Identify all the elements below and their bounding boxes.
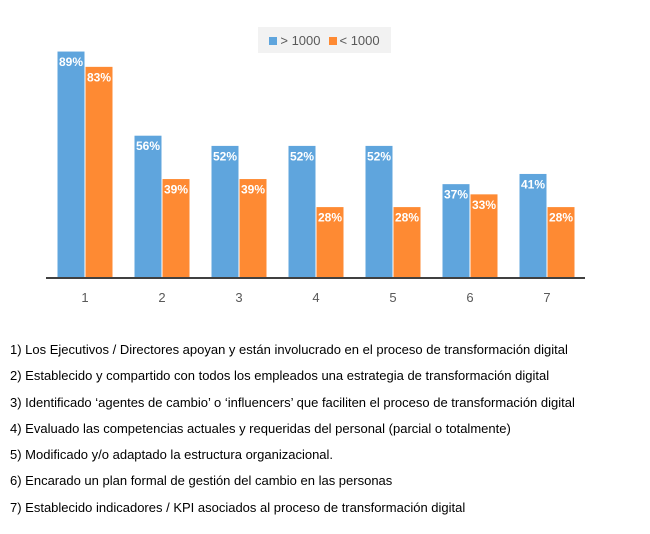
legend: > 1000 < 1000: [258, 27, 391, 53]
data-label: 39%: [241, 183, 265, 197]
note-item: 3) Identificado ‘agentes de cambio’ o ‘i…: [10, 394, 575, 410]
data-label: 41%: [521, 177, 545, 191]
legend-label: < 1000: [339, 32, 380, 48]
note-item: 2) Establecido y compartido con todos lo…: [10, 368, 550, 384]
note-item: 6) Encarado un plan formal de gestión de…: [10, 473, 393, 489]
x-tick-label: 3: [235, 290, 242, 305]
data-label: 28%: [395, 211, 419, 225]
x-tick-label: 2: [158, 290, 165, 305]
bar: [315, 206, 345, 279]
bar: [441, 183, 471, 279]
x-tick-label: 6: [466, 290, 473, 305]
data-label: 28%: [549, 211, 573, 225]
bar: [364, 144, 394, 279]
data-label: 37%: [444, 188, 468, 202]
note-item: 7) Establecido indicadores / KPI asociad…: [10, 499, 466, 515]
legend-swatch: [328, 36, 337, 45]
data-label: 39%: [164, 183, 188, 197]
bar: [518, 172, 548, 279]
legend-swatch: [269, 36, 278, 45]
data-label: 89%: [59, 55, 83, 69]
legend-label: > 1000: [280, 32, 321, 48]
data-label: 52%: [367, 149, 391, 163]
note-item: 1) Los Ejecutivos / Directores apoyan y …: [10, 342, 568, 357]
data-label: 56%: [136, 139, 160, 153]
bar-chart: 89% 83% 1 56% 39% 2 52% 39% 3 52% 28% 4 52% 28% 5 37% 33…: [46, 50, 585, 305]
bar: [161, 178, 191, 279]
legend-item-over-1000: > 1000: [269, 32, 321, 48]
bar: [56, 50, 86, 279]
x-tick-label: 4: [312, 290, 319, 305]
x-tick-label: 5: [389, 290, 396, 305]
note-item: 4) Evaluado las competencias actuales y …: [10, 420, 511, 436]
bar: [287, 144, 317, 279]
data-label: 83%: [87, 70, 111, 84]
bar: [84, 65, 114, 279]
data-label: 33%: [472, 198, 496, 212]
data-label: 52%: [213, 149, 237, 163]
data-label: 28%: [318, 211, 342, 225]
x-tick-label: 7: [543, 290, 550, 305]
data-label: 52%: [290, 149, 314, 163]
legend-item-under-1000: < 1000: [328, 32, 380, 48]
note-item: 5) Modificado y/o adaptado la estructura…: [10, 447, 334, 463]
bar: [469, 193, 499, 279]
x-tick-label: 1: [81, 290, 88, 305]
bar: [238, 178, 268, 279]
bar: [133, 134, 163, 279]
bar: [210, 144, 240, 279]
notes-list: 1) Los Ejecutivos / Directores apoyan y …: [10, 341, 575, 525]
